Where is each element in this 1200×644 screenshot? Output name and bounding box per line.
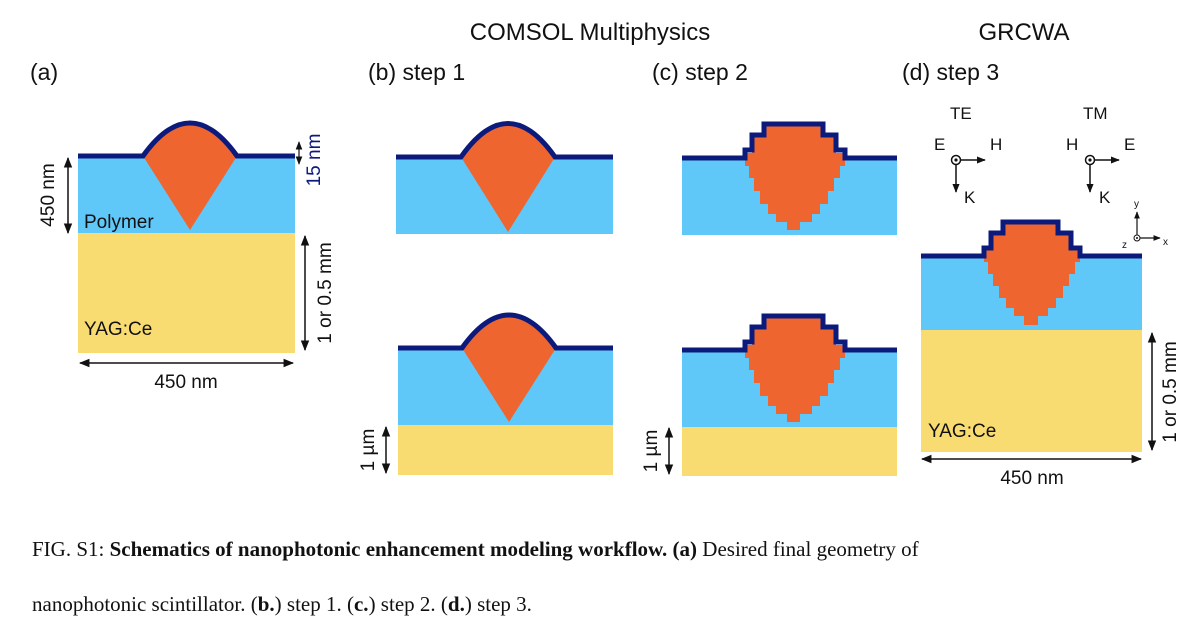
grcwa-header: GRCWA — [978, 19, 1069, 46]
nanoparticle — [461, 123, 555, 232]
workflow-figure: COMSOL Multiphysics GRCWA (a) (b) step 1… — [30, 19, 1181, 489]
width-label: 450 nm — [154, 372, 217, 393]
nanoparticle — [745, 316, 845, 422]
coating-layer — [396, 121, 613, 160]
coating-layer — [921, 219, 1142, 259]
yag-label: YAG:Ce — [84, 319, 152, 340]
caption-b-text: ) step 1. ( — [274, 592, 354, 616]
panel-a-schematic — [78, 120, 295, 353]
coating-layer — [682, 121, 897, 161]
te-e-label: E — [934, 135, 945, 154]
yag-substrate — [78, 233, 295, 353]
tm-polarization-icon: TM H E K — [1066, 104, 1135, 207]
thin-layer-label: 15 nm — [304, 134, 325, 187]
coating-layer — [78, 120, 295, 159]
panel-b-label: (b) step 1 — [368, 59, 465, 85]
caption-b-tag: b. — [257, 592, 275, 616]
panel-c-top — [682, 121, 897, 235]
caption-c-tag: c. — [353, 592, 369, 616]
substrate-label: 1 or 0.5 mm — [315, 242, 336, 343]
panel-a-label: (a) — [30, 59, 58, 85]
nanoparticle — [984, 222, 1080, 325]
coating-layer — [398, 312, 613, 351]
nanoparticle — [462, 315, 556, 422]
figure-caption-line-1: FIG. S1: Schematics of nanophotonic enha… — [32, 537, 1172, 562]
te-h-label: H — [990, 135, 1002, 154]
caption-fig-number: FIG. S1: — [32, 537, 105, 561]
caption-a-tag: (a) — [672, 537, 698, 561]
figure-caption-line-2: nanophotonic scintillator. (b.) step 1. … — [32, 592, 1172, 617]
yag-substrate — [682, 427, 897, 476]
nanoparticle — [143, 123, 237, 230]
panel-c-label: (c) step 2 — [652, 59, 748, 85]
te-title: TE — [950, 104, 972, 123]
panel-b-bottom — [398, 312, 613, 475]
yag-substrate — [921, 330, 1142, 452]
te-k-label: K — [964, 188, 976, 207]
caption-d-tag: d. — [447, 592, 465, 616]
panel-d-schematic — [921, 219, 1142, 452]
coordinate-axes-icon: y z x — [1122, 199, 1168, 251]
micron-label-c: 1 µm — [641, 430, 662, 473]
tm-e-label: E — [1124, 135, 1135, 154]
panel-c-bottom — [682, 313, 897, 476]
tm-title: TM — [1083, 104, 1108, 123]
comsol-header: COMSOL Multiphysics — [470, 19, 711, 46]
micron-label-b: 1 µm — [358, 429, 379, 472]
panel-d-label: (d) step 3 — [902, 59, 999, 85]
caption-d-text: ) step 3. — [464, 592, 532, 616]
caption-line2-start: nanophotonic scintillator. ( — [32, 592, 258, 616]
tm-k-label: K — [1099, 188, 1111, 207]
yag-label-d: YAG:Ce — [928, 421, 996, 442]
te-polarization-icon: TE E H K — [934, 104, 1002, 207]
substrate-label-d: 1 or 0.5 mm — [1160, 341, 1181, 442]
tm-h-label: H — [1066, 135, 1078, 154]
yag-substrate — [398, 425, 613, 475]
polymer-label: Polymer — [84, 212, 154, 233]
width-label-d: 450 nm — [1000, 468, 1063, 489]
axis-y-label: y — [1134, 199, 1139, 210]
coating-layer — [682, 313, 897, 353]
caption-title: Schematics of nanophotonic enhancement m… — [109, 537, 668, 561]
caption-c-text: ) step 2. ( — [368, 592, 448, 616]
panel-b-top — [396, 121, 613, 234]
height-label: 450 nm — [38, 163, 59, 226]
caption-a-text: Desired final geometry of — [702, 537, 919, 561]
nanoparticle — [745, 124, 845, 230]
axis-x-label: x — [1163, 237, 1168, 248]
axis-z-label: z — [1122, 240, 1127, 251]
